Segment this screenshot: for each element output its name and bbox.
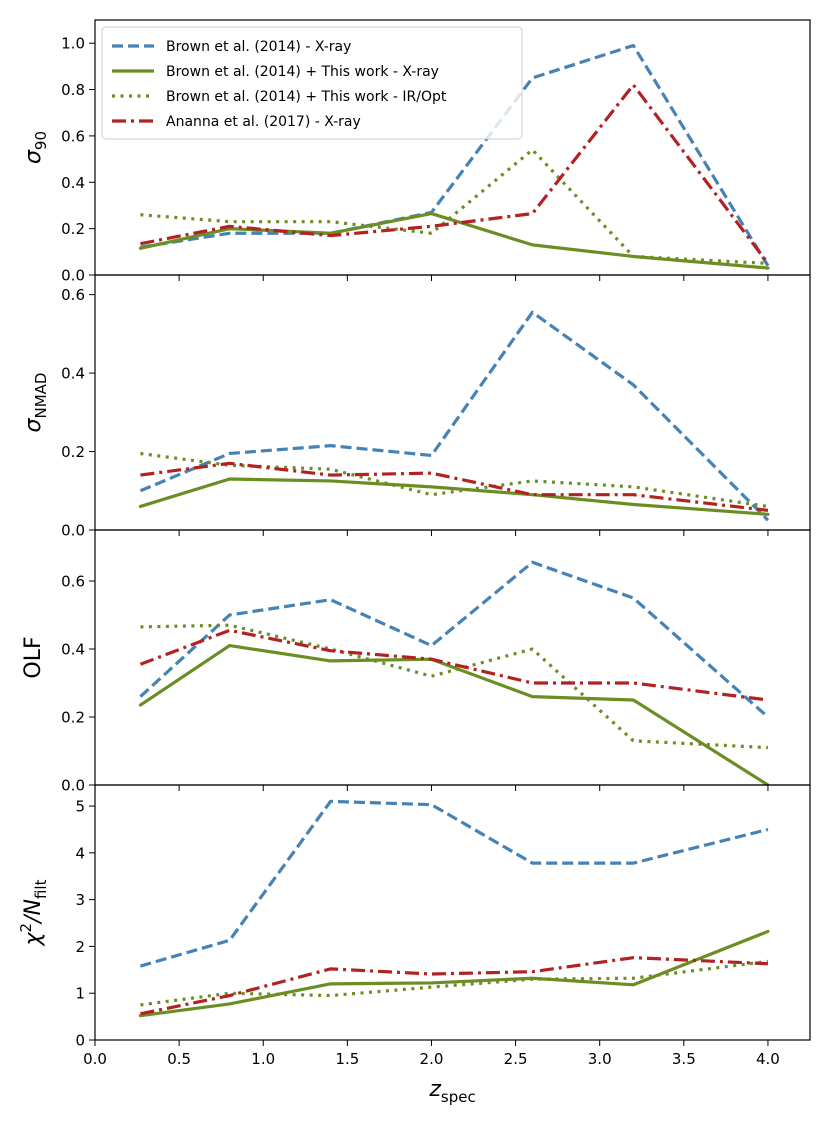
y-axis-label: σNMAD (21, 373, 50, 433)
y-axis-label-main: σ (21, 417, 46, 432)
x-tick-label: 2.0 (420, 1050, 444, 1068)
y-axis-label-sub: 90 (32, 131, 50, 150)
y-axis-label-tail: /N (21, 899, 46, 925)
series-line-2 (138, 477, 770, 516)
y-tick-label: 0.0 (61, 522, 85, 540)
panel-frame (94, 784, 811, 1041)
y-tick-label: 2 (75, 938, 85, 956)
legend-box (101, 26, 523, 140)
y-tick-label: 0 (75, 1032, 85, 1050)
panel-2: 0.0 0.2 0.4 0.6 σNMAD (21, 274, 811, 540)
y-tick-label: 1 (75, 985, 85, 1003)
series-line-1 (139, 560, 769, 719)
y-tick-label: 3 (75, 891, 85, 909)
y-tick-label: 0.2 (61, 220, 85, 238)
y-axis-label-main: OLF (21, 636, 46, 678)
legend: Brown et al. (2014) - X-ray Brown et al. … (101, 26, 523, 140)
x-axis-label-main: z (428, 1077, 441, 1102)
legend-label-1: Brown et al. (2014) - X-ray (166, 39, 351, 55)
series-line-4 (140, 461, 769, 512)
panel-series (138, 799, 770, 1018)
y-tick-label: 0.6 (61, 573, 85, 591)
y-tick-label: 0.2 (61, 709, 85, 727)
series-line-2 (138, 643, 770, 785)
y-axis-label-sup: 2 (17, 923, 35, 933)
y-tick-label: 0.0 (61, 777, 85, 795)
y-tick-label: 1.0 (61, 35, 85, 53)
y-axis-label-main: σ (21, 149, 46, 164)
x-tick-label: 0.0 (83, 1050, 107, 1068)
panel-series (138, 560, 770, 785)
x-tick-label: 4.0 (756, 1050, 780, 1068)
series-line-1 (139, 310, 770, 522)
panel-series (138, 43, 770, 270)
y-tick-label: 0.4 (61, 174, 85, 192)
series-line-2 (138, 929, 770, 1018)
x-tick-label: 0.5 (167, 1050, 191, 1068)
panel-1: 0.0 0.2 0.4 0.6 0.8 1.0 σ90 (21, 19, 811, 285)
legend-label-3: Brown et al. (2014) + This work - IR/Opt (166, 89, 447, 105)
x-tick-label: 1.0 (251, 1050, 275, 1068)
series-line-3 (140, 959, 769, 1007)
y-axis-label: σ90 (21, 131, 50, 164)
panel-series (138, 310, 770, 522)
y-tick-label: 0.6 (61, 127, 85, 145)
y-axis-label-sub: NMAD (32, 373, 50, 419)
y-tick-label: 0.4 (61, 365, 85, 383)
series-line-4 (140, 83, 770, 265)
x-tick-label: 1.5 (335, 1050, 359, 1068)
series-line-3 (140, 623, 769, 750)
legend-label-4: Ananna et al. (2017) - X-ray (166, 114, 361, 130)
series-line-4 (140, 956, 769, 1016)
x-axis-label-sub: spec (441, 1088, 476, 1106)
y-tick-label: 4 (75, 844, 85, 862)
series-line-4 (139, 628, 769, 702)
series-line-3 (140, 148, 769, 266)
y-tick-label: 5 (75, 798, 85, 816)
y-tick-label: 0.4 (61, 641, 85, 659)
y-axis-label: OLF (21, 636, 46, 678)
y-tick-label: 0.0 (61, 267, 85, 285)
x-axis-label: zspec (428, 1077, 475, 1106)
y-axis-label-sub: filt (32, 879, 50, 899)
y-tick-label: 0.6 (61, 286, 85, 304)
y-axis-label-main: χ (21, 931, 46, 946)
x-tick-label: 3.0 (588, 1050, 612, 1068)
panel-3: 0.0 0.2 0.4 0.6 OLF (21, 529, 811, 795)
legend-label-2: Brown et al. (2014) + This work - X-ray (166, 64, 439, 80)
x-tick-label: 2.5 (504, 1050, 528, 1068)
series-line-1 (139, 799, 769, 968)
y-tick-label: 0.8 (61, 81, 85, 99)
y-tick-label: 0.2 (61, 443, 85, 461)
x-tick-label: 3.5 (672, 1050, 696, 1068)
y-axis-label: χ2/Nfilt (17, 879, 50, 946)
